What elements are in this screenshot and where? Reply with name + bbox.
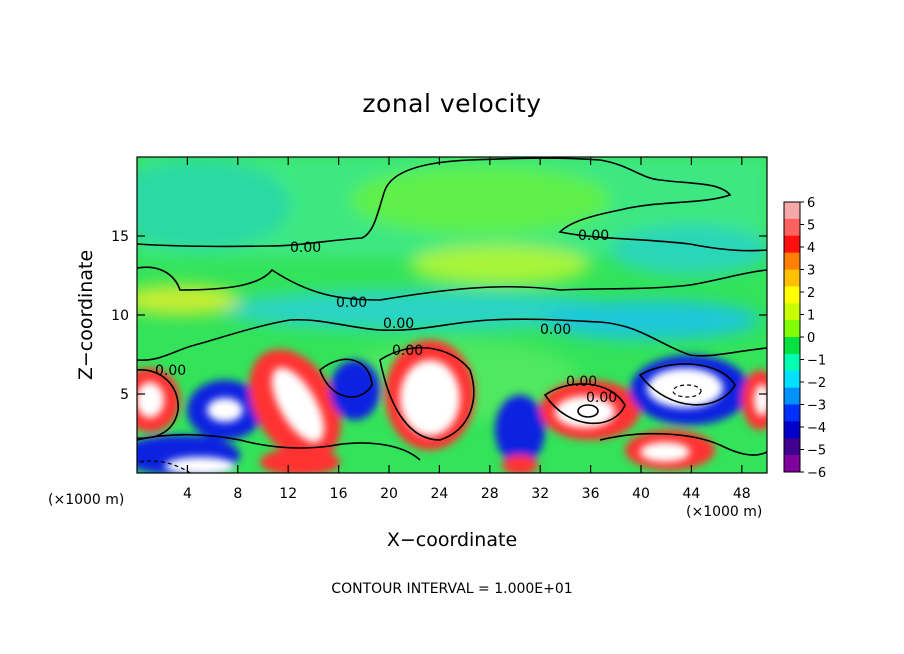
- cell-blue-center: [495, 395, 545, 465]
- x-tick-label: 8: [233, 486, 242, 502]
- colorbar-segment: [784, 455, 800, 473]
- upper-mid-yellow: [410, 245, 590, 285]
- x-tick-label: 28: [481, 486, 499, 502]
- contour-cell-farright: [638, 363, 736, 406]
- x-tick-label: 40: [632, 486, 650, 502]
- colorbar-segment: [784, 303, 800, 321]
- contour-lines: [137, 157, 767, 473]
- core-white-lowright: [640, 442, 690, 462]
- colorbar: 6 5 4 3 2 1 0 −1 −2 −3 −4 −5 −6: [783, 196, 826, 481]
- contour-label: 0.00: [586, 390, 617, 406]
- upper-right-cyan: [610, 225, 767, 275]
- contour-dashed-ring: [672, 384, 702, 398]
- colorbar-segment: [784, 353, 800, 372]
- contour-left-cell: [137, 369, 179, 439]
- contour-label: 0.00: [392, 343, 423, 359]
- core-white-blue: [207, 398, 243, 422]
- z-unit-note: (×1000 m): [48, 492, 124, 508]
- contour-upper: [137, 157, 767, 252]
- contour-small-ring: [577, 404, 599, 418]
- colorbar-tick-label: −6: [807, 466, 826, 481]
- contour-label: 0.00: [290, 240, 321, 256]
- colorbar-tick-label: −1: [807, 354, 826, 369]
- colorbar-tick-label: 1: [807, 309, 815, 324]
- x-tick-label: 24: [430, 486, 448, 502]
- contour-label: 0.00: [578, 228, 609, 244]
- core-white-diag: [271, 367, 325, 443]
- colorbar-tick-label: 5: [807, 219, 815, 234]
- contour-cell-center: [379, 346, 475, 441]
- x-tick-label: 44: [682, 486, 700, 502]
- colorbar-tick-label: −4: [807, 421, 826, 436]
- upper-left-cyan: [137, 160, 290, 250]
- x-tick-label: 48: [733, 486, 751, 502]
- right-cyan-band: [540, 300, 760, 340]
- left-yellow-band: [137, 285, 240, 315]
- contour-label: 0.00: [566, 374, 597, 390]
- contour-mid: [137, 266, 767, 301]
- x-tick-label: 20: [380, 486, 398, 502]
- upper-mid-green: [350, 165, 610, 235]
- colorbar-segment: [784, 370, 800, 389]
- colorbar-tick-label: 0: [807, 331, 815, 346]
- heatmap-field: [137, 157, 767, 473]
- core-white-center: [400, 360, 460, 436]
- colorbar-tick-label: −5: [807, 444, 826, 459]
- x-tick-label: 12: [279, 486, 297, 502]
- colorbar-segment: [784, 438, 800, 456]
- colorbar-segment: [784, 218, 800, 237]
- contour-label: 0.00: [336, 295, 367, 311]
- cell-blue-mid: [330, 360, 380, 420]
- colorbar-segment: [784, 235, 800, 254]
- contour-lower: [137, 318, 767, 361]
- contour-label: 0.00: [155, 363, 186, 379]
- x-tick-label: 32: [531, 486, 549, 502]
- colorbar-tick-label: −2: [807, 376, 826, 391]
- contour-bottom-left: [137, 433, 421, 461]
- colorbar-segment: [784, 320, 800, 338]
- colorbar-segment: [784, 421, 800, 439]
- chart-title: zonal velocity: [362, 89, 541, 118]
- contour-bottom-right: [599, 432, 767, 456]
- contour-cell-right: [543, 383, 626, 425]
- y-tick-label: 15: [111, 229, 129, 245]
- colorbar-tick-label: 4: [807, 241, 815, 256]
- colorbar-segment: [784, 286, 800, 304]
- cell-red-bottom: [260, 448, 340, 473]
- x-unit-note: (×1000 m): [686, 504, 762, 520]
- x-tick-label: 4: [183, 486, 192, 502]
- x-tick-label: 36: [582, 486, 600, 502]
- colorbar-tick-label: 2: [807, 286, 815, 301]
- colorbar-segment: [784, 337, 800, 355]
- y-axis: 5 10 15: [111, 229, 767, 403]
- y-tick-label: 10: [111, 308, 129, 324]
- contour-interval-note: CONTOUR INTERVAL = 1.000E+01: [331, 581, 572, 597]
- colorbar-segment: [784, 387, 800, 405]
- colorbar-segment: [784, 252, 800, 270]
- core-white-left: [137, 382, 164, 418]
- colorbar-segment: [784, 404, 800, 422]
- x-tick-label: 16: [330, 486, 348, 502]
- x-axis-label: X−coordinate: [387, 529, 517, 551]
- contour-cell-blue: [319, 358, 373, 398]
- contour-label: 0.00: [383, 316, 414, 332]
- x-axis: 4 8 12 16 20 24 28 32 36 40 44 48: [183, 157, 751, 502]
- contour-label: 0.00: [540, 322, 571, 338]
- y-tick-label: 5: [120, 387, 129, 403]
- y-axis-label: Z−coordinate: [75, 250, 97, 380]
- colorbar-tick-label: 3: [807, 264, 815, 279]
- contour-labels: 0.00 0.00 0.00 0.00 0.00 0.00 0.00 0.00 …: [155, 228, 617, 406]
- colorbar-segment: [784, 269, 800, 287]
- colorbar-tick-label: 6: [807, 196, 815, 211]
- colorbar-tick-label: −3: [807, 399, 826, 414]
- cell-red-bottom2: [502, 455, 538, 473]
- core-white-edge: [754, 384, 767, 416]
- colorbar-segment: [784, 202, 800, 220]
- core-white-right: [555, 396, 615, 428]
